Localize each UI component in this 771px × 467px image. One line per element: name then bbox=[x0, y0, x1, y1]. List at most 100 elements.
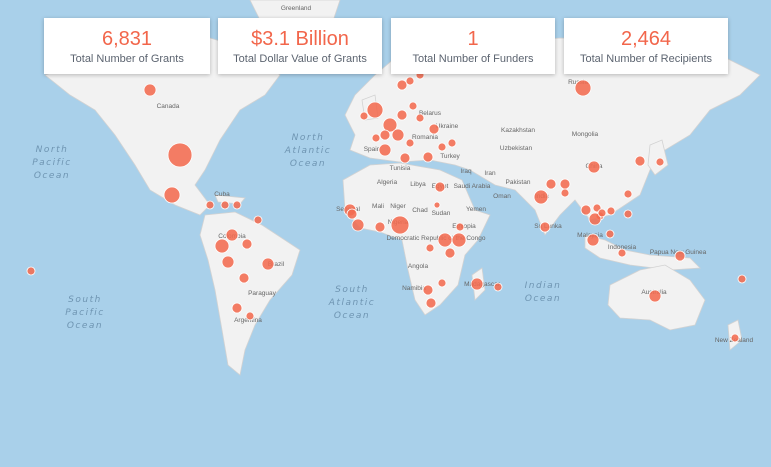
grant-bubble[interactable] bbox=[346, 208, 358, 220]
ocean-label-south-pacific: Ocean bbox=[67, 321, 103, 331]
grant-bubble[interactable] bbox=[399, 152, 411, 164]
country-label-cuba: Cuba bbox=[214, 191, 230, 198]
grant-bubble[interactable] bbox=[433, 201, 441, 209]
grant-bubble[interactable] bbox=[231, 302, 243, 314]
grant-bubble[interactable] bbox=[559, 178, 571, 190]
grant-bubble[interactable] bbox=[405, 76, 415, 86]
grant-bubble[interactable] bbox=[245, 311, 255, 321]
grant-bubble[interactable] bbox=[737, 274, 747, 284]
grant-bubble[interactable] bbox=[437, 232, 453, 248]
grant-bubble[interactable] bbox=[574, 79, 592, 97]
grant-bubble[interactable] bbox=[382, 117, 398, 133]
grant-bubble[interactable] bbox=[588, 212, 602, 226]
grant-bubble[interactable] bbox=[648, 289, 662, 303]
grant-bubble[interactable] bbox=[253, 215, 263, 225]
ocean-label-north-atlantic: Ocean bbox=[290, 159, 326, 169]
kpi-card-grants: 6,831 Total Number of Grants bbox=[44, 18, 210, 74]
grant-bubble[interactable] bbox=[533, 189, 549, 205]
grant-bubble[interactable] bbox=[408, 101, 418, 111]
grant-bubble[interactable] bbox=[437, 142, 447, 152]
country-label-indonesia: Indonesia bbox=[608, 244, 637, 251]
grant-bubble[interactable] bbox=[396, 79, 408, 91]
ocean-label-indian: Ocean bbox=[525, 294, 561, 304]
kpi-value: $3.1 Billion bbox=[251, 28, 349, 50]
grant-bubble[interactable] bbox=[374, 221, 386, 233]
grant-bubble[interactable] bbox=[539, 221, 551, 233]
grant-bubble[interactable] bbox=[730, 333, 740, 343]
grant-bubble[interactable] bbox=[623, 189, 633, 199]
grant-bubble[interactable] bbox=[623, 209, 633, 219]
ocean-label-indian: Indian bbox=[525, 281, 562, 291]
grant-bubble[interactable] bbox=[428, 123, 440, 135]
country-label-chad: Chad bbox=[412, 207, 428, 214]
grant-bubble[interactable] bbox=[415, 113, 425, 123]
grant-bubble[interactable] bbox=[143, 83, 157, 97]
grant-bubble[interactable] bbox=[241, 238, 253, 250]
grant-bubble[interactable] bbox=[455, 222, 465, 232]
grant-bubble[interactable] bbox=[580, 204, 592, 216]
ocean-label-north-pacific: North bbox=[36, 145, 69, 155]
ocean-label-south-atlantic: Ocean bbox=[334, 311, 370, 321]
grant-bubble[interactable] bbox=[434, 181, 446, 193]
grant-bubble[interactable] bbox=[379, 129, 391, 141]
grant-bubble[interactable] bbox=[261, 257, 275, 271]
grant-bubble[interactable] bbox=[451, 232, 467, 248]
grant-bubble[interactable] bbox=[390, 215, 410, 235]
grant-bubble[interactable] bbox=[655, 157, 665, 167]
grant-bubble[interactable] bbox=[447, 138, 457, 148]
grant-bubble[interactable] bbox=[26, 266, 36, 276]
grant-bubble[interactable] bbox=[396, 109, 408, 121]
grant-bubble[interactable] bbox=[238, 272, 250, 284]
grant-bubble[interactable] bbox=[221, 255, 235, 269]
grant-bubble[interactable] bbox=[587, 160, 601, 174]
grant-bubble[interactable] bbox=[232, 200, 242, 210]
country-label-oman: Oman bbox=[493, 193, 511, 200]
grant-bubble[interactable] bbox=[371, 133, 381, 143]
grant-bubble[interactable] bbox=[493, 282, 503, 292]
grant-bubble[interactable] bbox=[366, 101, 384, 119]
grant-bubble[interactable] bbox=[425, 297, 437, 309]
country-label-libya: Libya bbox=[410, 181, 426, 188]
grant-bubble[interactable] bbox=[422, 151, 434, 163]
grant-bubble[interactable] bbox=[351, 218, 365, 232]
ocean-label-south-pacific: South bbox=[68, 295, 102, 305]
grant-bubble[interactable] bbox=[617, 248, 627, 258]
country-label-namibia: Namibia bbox=[402, 285, 426, 292]
grant-bubble[interactable] bbox=[220, 200, 230, 210]
grant-bubble[interactable] bbox=[545, 178, 557, 190]
grant-bubble[interactable] bbox=[470, 277, 484, 291]
grant-bubble[interactable] bbox=[586, 233, 600, 247]
kpi-card-recipients: 2,464 Total Number of Recipients bbox=[564, 18, 728, 74]
grant-bubble[interactable] bbox=[444, 247, 456, 259]
grant-bubble[interactable] bbox=[634, 155, 646, 167]
grant-bubble[interactable] bbox=[225, 228, 239, 242]
country-label-niger: Niger bbox=[390, 203, 406, 210]
grant-bubble[interactable] bbox=[359, 111, 369, 121]
country-label-argentina: Argentina bbox=[234, 317, 262, 324]
grant-bubble[interactable] bbox=[391, 128, 405, 142]
land-japan bbox=[647, 139, 669, 176]
grant-bubble[interactable] bbox=[425, 243, 435, 253]
grant-bubble[interactable] bbox=[163, 186, 181, 204]
grant-bubbles bbox=[26, 70, 747, 343]
grant-bubble[interactable] bbox=[422, 284, 434, 296]
country-label-drc: Democratic Republic of the Congo bbox=[387, 235, 486, 242]
country-label-sudan: Sudan bbox=[432, 210, 451, 217]
grant-bubble[interactable] bbox=[378, 143, 392, 157]
grant-bubble[interactable] bbox=[560, 188, 570, 198]
country-label-iraq: Iraq bbox=[460, 168, 472, 175]
ocean-label-north-pacific: Ocean bbox=[34, 171, 70, 181]
grant-bubble[interactable] bbox=[205, 200, 215, 210]
ocean-label-north-atlantic: North bbox=[292, 133, 325, 143]
grant-bubble[interactable] bbox=[214, 238, 230, 254]
grant-bubble[interactable] bbox=[606, 206, 616, 216]
grant-bubble[interactable] bbox=[167, 142, 193, 168]
grant-bubble[interactable] bbox=[437, 278, 447, 288]
country-label-spain: Spain bbox=[364, 146, 381, 153]
grant-bubble[interactable] bbox=[597, 208, 607, 218]
grant-bubble[interactable] bbox=[405, 138, 415, 148]
grant-bubble[interactable] bbox=[674, 250, 686, 262]
grant-bubble[interactable] bbox=[605, 229, 615, 239]
country-label-turkey: Turkey bbox=[440, 153, 460, 160]
